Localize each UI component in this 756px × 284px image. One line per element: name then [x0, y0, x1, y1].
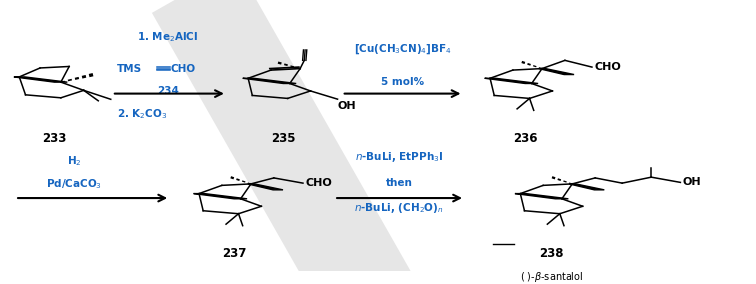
Polygon shape — [515, 194, 569, 199]
Text: 237: 237 — [222, 247, 246, 260]
Text: 235: 235 — [271, 132, 296, 145]
Text: then: then — [386, 178, 413, 188]
Text: H$_2$: H$_2$ — [67, 154, 82, 168]
Text: CHO: CHO — [305, 178, 332, 188]
Text: CHO: CHO — [594, 62, 621, 72]
Text: ( )-$\beta$-santalol: ( )-$\beta$-santalol — [520, 270, 583, 284]
Polygon shape — [194, 194, 247, 199]
Text: 236: 236 — [513, 132, 538, 145]
Polygon shape — [248, 184, 283, 190]
Text: 5 mol%: 5 mol% — [381, 77, 425, 87]
Text: Pd/CaCO$_3$: Pd/CaCO$_3$ — [46, 178, 102, 191]
Text: 238: 238 — [539, 247, 564, 260]
Polygon shape — [569, 184, 604, 190]
Text: 1. Me$_2$AlCl: 1. Me$_2$AlCl — [138, 30, 198, 43]
Text: $n$-BuLi, (CH$_2$O)$_n$: $n$-BuLi, (CH$_2$O)$_n$ — [355, 201, 444, 214]
Text: OH: OH — [337, 101, 356, 111]
Text: 234: 234 — [157, 86, 178, 97]
Text: 2. K$_2$CO$_3$: 2. K$_2$CO$_3$ — [117, 107, 168, 121]
Polygon shape — [539, 68, 574, 74]
Polygon shape — [14, 77, 67, 82]
FancyArrowPatch shape — [194, 0, 376, 284]
Polygon shape — [243, 78, 296, 83]
Text: 233: 233 — [42, 132, 67, 145]
Text: OH: OH — [683, 178, 701, 187]
Text: TMS: TMS — [117, 64, 142, 74]
Text: $n$-BuLi, EtPPh$_3$I: $n$-BuLi, EtPPh$_3$I — [355, 150, 444, 164]
Text: [Cu(CH$_3$CN)$_4$]BF$_4$: [Cu(CH$_3$CN)$_4$]BF$_4$ — [354, 42, 452, 56]
Text: CHO: CHO — [170, 64, 195, 74]
Polygon shape — [485, 78, 538, 83]
